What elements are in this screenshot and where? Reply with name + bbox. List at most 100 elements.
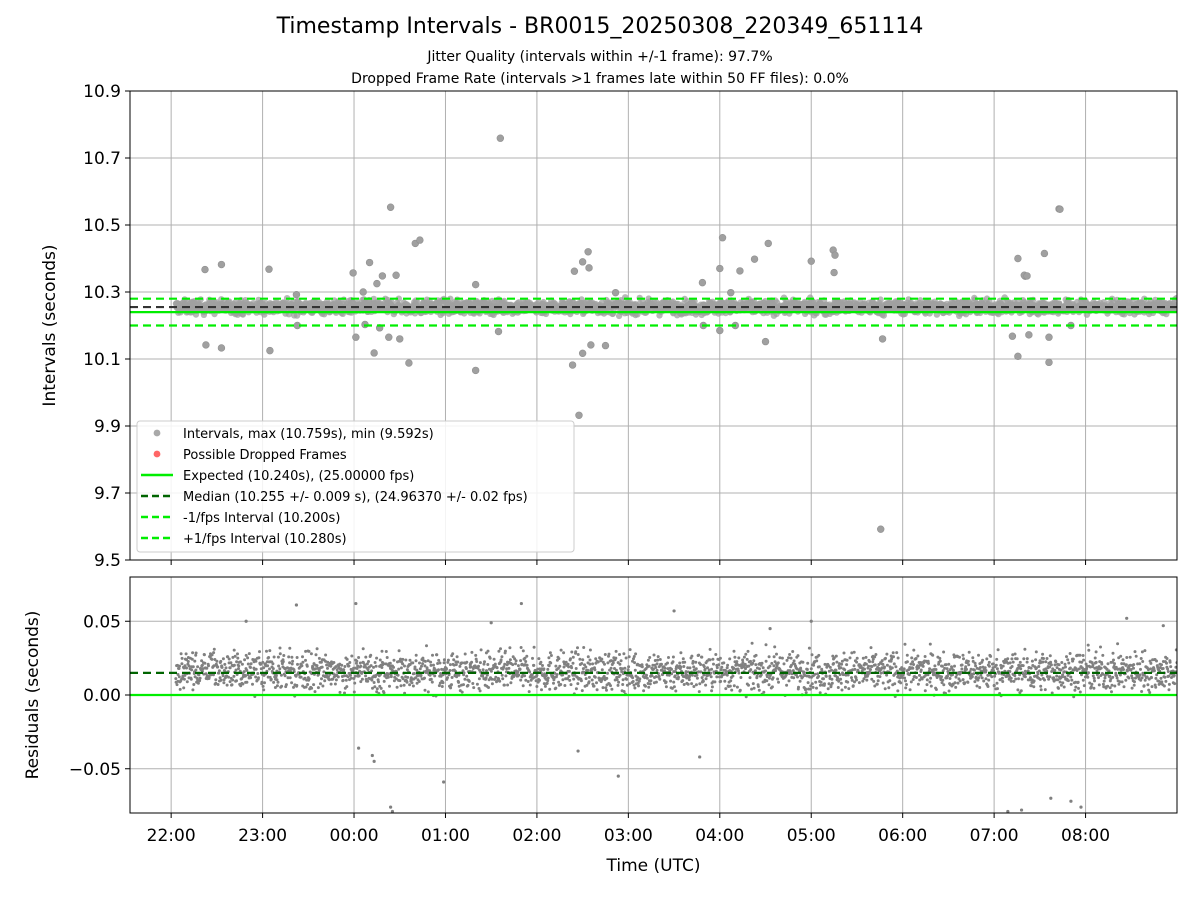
- residual-point: [329, 664, 333, 668]
- residual-point: [257, 676, 260, 680]
- residual-point: [750, 687, 754, 691]
- residual-point: [525, 663, 529, 667]
- top-ytick-label: 9.5: [94, 551, 121, 571]
- residual-point: [499, 647, 502, 651]
- residual-point: [836, 677, 840, 680]
- residual-point: [384, 662, 388, 666]
- residual-point: [357, 656, 361, 659]
- residual-point: [840, 659, 844, 663]
- residual-point: [528, 670, 532, 674]
- residual-point: [341, 678, 345, 682]
- residual-point: [271, 667, 275, 671]
- residual-point: [743, 662, 747, 666]
- residual-point: [276, 680, 280, 684]
- residual-point: [941, 669, 945, 673]
- residual-point: [428, 673, 432, 677]
- residual-point: [230, 683, 234, 687]
- residual-point: [632, 655, 636, 658]
- residual-point: [852, 650, 856, 654]
- residual-point: [658, 658, 662, 661]
- residual-point: [481, 674, 485, 678]
- residual-point: [855, 660, 859, 664]
- residual-point: [399, 657, 402, 661]
- residual-point: [724, 687, 728, 691]
- residual-point: [863, 667, 866, 671]
- residual-point: [574, 667, 578, 670]
- residual-point: [469, 665, 473, 669]
- residual-point: [274, 673, 278, 677]
- residual-point: [903, 676, 907, 680]
- residual-point: [332, 661, 336, 664]
- residual-point: [706, 666, 709, 670]
- residual-point: [401, 657, 405, 661]
- residual-point: [241, 682, 245, 686]
- residual-point: [268, 667, 271, 671]
- residual-point: [546, 676, 550, 680]
- residual-point: [712, 662, 715, 666]
- residual-point: [679, 651, 683, 655]
- residual-point: [177, 667, 181, 670]
- residual-point: [945, 667, 949, 671]
- residual-point: [436, 662, 440, 665]
- residual-point: [613, 667, 616, 670]
- residual-point: [677, 675, 680, 679]
- residual-point: [911, 666, 915, 670]
- interval-outlier-point: [471, 366, 480, 375]
- residual-point: [571, 655, 575, 659]
- residual-point: [464, 667, 468, 671]
- residual-point: [768, 664, 772, 668]
- residual-point: [633, 661, 637, 665]
- residual-point: [235, 679, 238, 683]
- residual-point: [313, 690, 317, 694]
- residual-point: [603, 653, 607, 656]
- residual-point: [580, 662, 584, 665]
- residual-point: [457, 680, 461, 684]
- residual-point: [585, 683, 589, 687]
- residual-point: [586, 655, 590, 659]
- residual-point: [647, 664, 651, 668]
- interval-outlier-point: [830, 268, 838, 277]
- residual-point: [458, 664, 462, 668]
- residual-point: [210, 657, 214, 661]
- residual-point: [726, 663, 730, 667]
- residual-point: [552, 678, 556, 682]
- residual-point: [186, 660, 190, 663]
- interval-outlier-point: [568, 361, 577, 369]
- residual-point: [542, 667, 546, 671]
- residual-point: [969, 667, 973, 671]
- residual-point: [198, 679, 202, 683]
- residual-point: [710, 689, 714, 693]
- residual-point: [392, 658, 396, 662]
- residual-point: [942, 683, 946, 687]
- residual-point: [761, 666, 765, 670]
- interval-outlier-point: [718, 234, 727, 242]
- residual-point: [940, 664, 944, 668]
- residual-point: [760, 661, 764, 665]
- chart-subtitle-dropped: Dropped Frame Rate (intervals >1 frames …: [351, 71, 849, 87]
- residual-point: [625, 677, 629, 681]
- residual-point: [995, 681, 999, 685]
- residual-point: [695, 676, 699, 680]
- interval-outlier-point: [1014, 352, 1022, 361]
- residual-point: [780, 656, 784, 660]
- residual-point: [357, 674, 361, 678]
- interval-outlier-point: [575, 411, 583, 419]
- residual-point: [725, 673, 729, 677]
- residual-point: [402, 683, 406, 687]
- interval-outlier-point: [1045, 358, 1053, 367]
- residual-point: [185, 680, 189, 684]
- residual-point: [413, 665, 417, 669]
- residual-point: [733, 655, 737, 659]
- residual-point: [911, 660, 915, 664]
- residual-point: [710, 685, 714, 689]
- residual-point: [912, 648, 916, 652]
- residual-point: [719, 668, 723, 672]
- legend-marker: [153, 429, 161, 437]
- residual-point: [799, 666, 803, 670]
- residual-point: [430, 680, 434, 684]
- residual-point: [878, 675, 882, 679]
- residual-point: [227, 675, 230, 679]
- residual-point: [415, 668, 419, 672]
- interval-outlier-point: [396, 335, 404, 343]
- residual-point: [671, 660, 675, 664]
